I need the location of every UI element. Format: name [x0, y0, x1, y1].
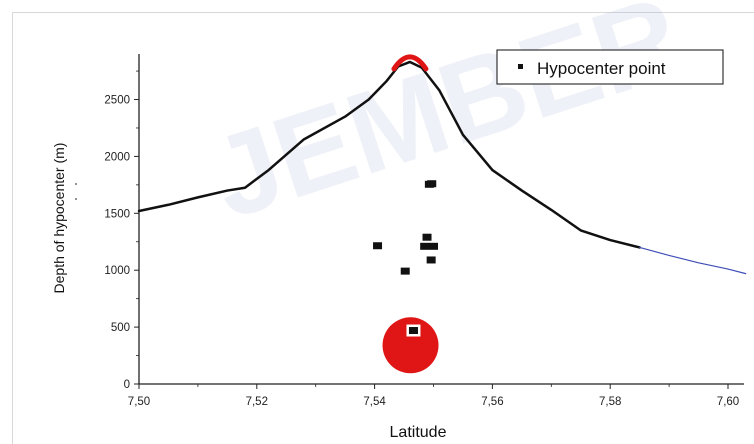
y-tick-label: 1500 [104, 208, 130, 220]
y-tick-label: 0 [124, 379, 130, 391]
profile-line-tail [639, 246, 747, 275]
legend-marker [518, 64, 523, 69]
hypocenter-point [420, 242, 430, 250]
hypocenter-point [422, 233, 432, 241]
x-tick-label: 7,52 [246, 396, 268, 408]
y-tick-label: 2500 [104, 95, 130, 107]
hypocenter-point [408, 327, 418, 335]
x-tick-label: 7,50 [128, 396, 150, 408]
circle-highlight [382, 317, 439, 374]
hypocenter-point [427, 180, 437, 188]
legend-label: Hypocenter point [537, 59, 666, 78]
stray-mark [75, 183, 77, 185]
profile-line [137, 60, 641, 249]
legend-box [496, 49, 724, 85]
x-tick-label: 7,58 [599, 396, 621, 408]
y-tick-label: 500 [111, 322, 130, 334]
peak-highlight [391, 54, 429, 72]
hypocenter-point [400, 267, 410, 275]
hypocenter-point [429, 242, 438, 250]
hypocenter-point [373, 242, 383, 250]
stray-mark [75, 198, 77, 200]
legend: Hypocenter point [496, 49, 724, 85]
plot-layer: 7,50 7,52 7,54 7,56 7,58 7,60 0 500 1000 1500 2000… [51, 49, 747, 441]
x-tick-label: 7,60 [717, 396, 739, 408]
hypocenter-point [426, 256, 436, 264]
y-axis-title: Depth of hypocenter (m) [51, 143, 67, 294]
x-axis-title: Latitude [390, 424, 447, 441]
x-tick-label: 7,56 [481, 396, 503, 408]
x-tick-label: 7,54 [363, 396, 386, 408]
y-tick-label: 2000 [104, 151, 130, 163]
y-tick-label: 1000 [104, 265, 130, 277]
